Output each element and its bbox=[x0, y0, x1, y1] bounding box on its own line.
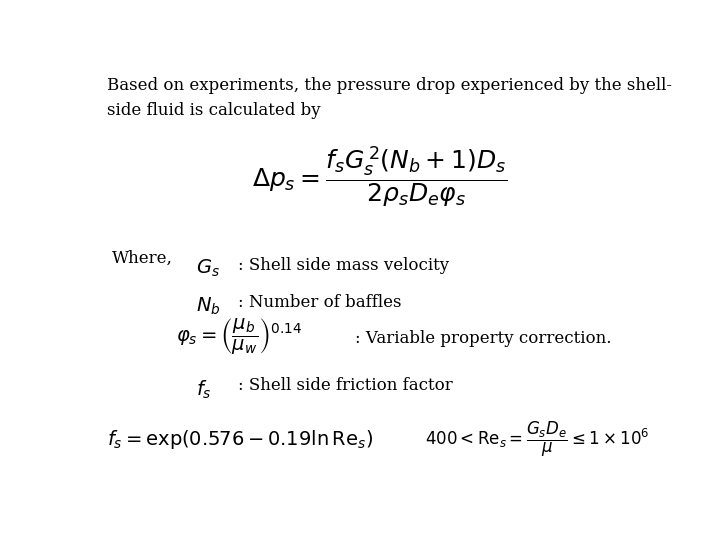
Text: $f_s = \exp(0.576 - 0.19\ln \mathrm{Re}_s)$: $f_s = \exp(0.576 - 0.19\ln \mathrm{Re}_… bbox=[107, 428, 373, 450]
Text: Where,: Where, bbox=[112, 250, 174, 267]
Text: $\Delta p_s = \dfrac{f_s G_s^{\,2}(N_b+1)D_s}{2\rho_s D_e \varphi_s}$: $\Delta p_s = \dfrac{f_s G_s^{\,2}(N_b+1… bbox=[253, 145, 508, 210]
Text: $\varphi_s = \left(\dfrac{\mu_b}{\mu_w}\right)^{0.14}$: $\varphi_s = \left(\dfrac{\mu_b}{\mu_w}\… bbox=[176, 317, 302, 357]
Text: $G_s$: $G_s$ bbox=[196, 258, 220, 279]
Text: : Number of baffles: : Number of baffles bbox=[238, 294, 401, 312]
Text: : Shell side friction factor: : Shell side friction factor bbox=[238, 377, 453, 395]
Text: : Variable property correction.: : Variable property correction. bbox=[355, 330, 611, 347]
Text: $N_b$: $N_b$ bbox=[196, 295, 220, 317]
Text: $400 < \mathrm{Re}_s = \dfrac{G_s D_e}{\mu} \leq 1 \times 10^6$: $400 < \mathrm{Re}_s = \dfrac{G_s D_e}{\… bbox=[425, 420, 649, 458]
Text: Based on experiments, the pressure drop experienced by the shell-
side fluid is : Based on experiments, the pressure drop … bbox=[107, 77, 672, 119]
Text: $f_s$: $f_s$ bbox=[196, 379, 212, 401]
Text: : Shell side mass velocity: : Shell side mass velocity bbox=[238, 257, 449, 274]
